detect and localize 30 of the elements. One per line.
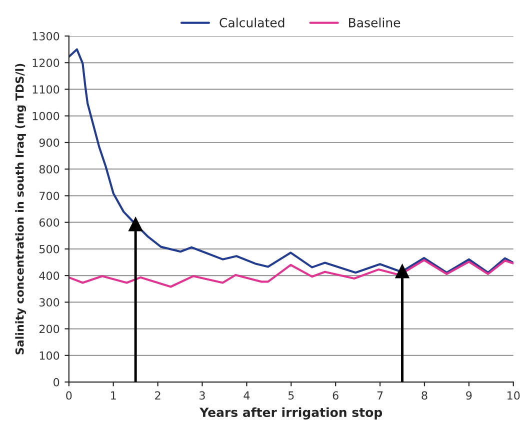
x-tick-label: 3	[200, 391, 205, 400]
y-tick-label: 800	[39, 165, 60, 174]
y-tick-label: 900	[39, 138, 60, 147]
y-tick-label: 600	[39, 218, 60, 227]
legend-label: Baseline	[349, 18, 400, 28]
y-tick-label: 200	[39, 324, 60, 334]
x-tick-label: 10	[508, 391, 520, 400]
y-tick-label: 1200	[32, 58, 60, 68]
y-tick-label: 0	[54, 378, 60, 386]
y-tick-label: 300	[40, 298, 60, 307]
y-tick-label: 1100	[32, 85, 60, 94]
y-tick-label: 100	[40, 351, 60, 360]
line-series	[68, 259, 514, 288]
x-tick-label: 4	[244, 391, 250, 400]
y-tick-label: 700	[40, 192, 60, 200]
x-tick-label: 0	[66, 391, 72, 400]
x-tick-label: 6	[332, 391, 338, 400]
x-tick-label: 9	[466, 391, 472, 400]
y-tick-label: 400	[39, 272, 60, 280]
x-tick-label: 7	[377, 391, 383, 400]
x-tick-label: 1	[111, 391, 116, 400]
x-tick-label: 2	[155, 391, 160, 400]
x-tick-label: 8	[422, 391, 428, 400]
legend-label: Calculated	[220, 18, 284, 28]
y-tick-label: 1300	[32, 32, 60, 40]
y-axis-title: Salinity concentration in south Iraq (mg TDS/l)	[15, 64, 26, 354]
y-tick-label: 1000	[32, 112, 60, 120]
x-axis-title: Years after irrigation stop	[200, 407, 382, 420]
y-tick-label: 500	[40, 244, 60, 254]
x-tick-label: 5	[288, 391, 294, 400]
